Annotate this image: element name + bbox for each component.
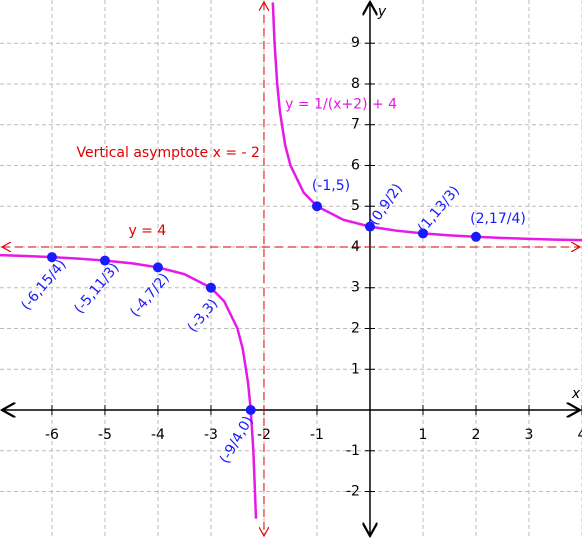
curve: [271, 2, 582, 242]
data-point: [152, 262, 163, 273]
point-label: (-9/4,0): [217, 414, 257, 467]
data-point: [99, 255, 110, 266]
point-label: (-5,11/3): [71, 260, 122, 317]
point-label: (-6,15/4): [18, 257, 69, 314]
x-axis-label: x: [571, 386, 581, 402]
point-label: (-4,7/2): [127, 270, 173, 320]
x-tick-label: -5: [98, 427, 112, 443]
x-tick-label: 4: [578, 427, 582, 443]
curve: [0, 253, 258, 519]
asymptote-label: y = 4: [128, 223, 166, 239]
y-tick-label: 7: [351, 117, 360, 133]
data-point: [470, 231, 481, 242]
x-tick-label: -3: [204, 427, 218, 443]
point-label: (-3,3): [185, 296, 222, 336]
point-label: (0,9/2): [366, 181, 406, 229]
y-tick-label: 3: [351, 280, 360, 296]
y-axis-label: y: [377, 4, 387, 20]
data-point: [46, 252, 57, 263]
y-tick-label: 5: [351, 198, 360, 214]
point-label: (1,13/3): [415, 183, 463, 236]
y-tick-label: 1: [351, 361, 360, 377]
y-tick-label: -1: [346, 443, 360, 459]
x-tick-label: 2: [472, 427, 481, 443]
data-point: [311, 201, 322, 212]
y-tick-label: 9: [351, 35, 360, 51]
x-tick-label: 1: [419, 427, 428, 443]
data-point: [364, 221, 375, 232]
x-tick-label: -1: [310, 427, 324, 443]
x-tick-label: -6: [45, 427, 59, 443]
y-tick-label: -2: [346, 484, 360, 500]
data-point: [205, 282, 216, 293]
y-tick-label: 8: [351, 76, 360, 92]
x-tick-label: 3: [525, 427, 534, 443]
point-label: (2,17/4): [470, 211, 526, 227]
y-tick-label: 6: [351, 157, 360, 173]
x-tick-label: -4: [151, 427, 165, 443]
y-tick-label: 2: [351, 321, 360, 337]
data-point: [417, 228, 428, 239]
data-point: [245, 405, 256, 416]
equation-label: y = 1/(x+2) + 4: [285, 96, 397, 112]
point-label: (-1,5): [312, 178, 350, 194]
asymptote-label: Vertical asymptote x = - 2: [76, 145, 259, 161]
